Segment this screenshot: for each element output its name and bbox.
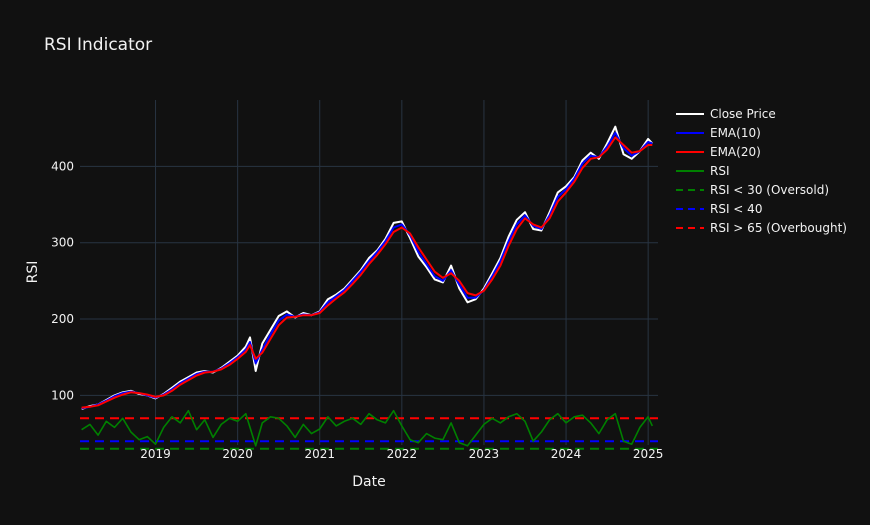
- grid-layer: [80, 100, 658, 445]
- y-axis-title: RSI: [25, 261, 41, 284]
- x-tick-label: 2023: [469, 447, 500, 461]
- legend-item-ema-20[interactable]: EMA(20): [676, 145, 761, 159]
- series-layer: [80, 125, 658, 450]
- x-tick-label: 2019: [140, 447, 171, 461]
- legend-label: RSI: [710, 164, 730, 178]
- legend-item-rsi-65-overbought[interactable]: RSI > 65 (Overbought): [676, 221, 847, 235]
- legend-item-ema-10[interactable]: EMA(10): [676, 126, 761, 140]
- legend-label: Close Price: [710, 107, 776, 121]
- x-tick-label: 2025: [633, 447, 664, 461]
- legend: Close Price EMA(10) EMA(20) RSI RSI < 30 (Ov…: [676, 107, 847, 235]
- legend-item-rsi-40[interactable]: RSI < 40: [676, 202, 762, 216]
- y-tick-label: 200: [51, 312, 74, 326]
- legend-label: RSI > 65 (Overbought): [710, 221, 847, 235]
- x-tick-label: 2024: [551, 447, 582, 461]
- legend-item-rsi[interactable]: RSI: [676, 164, 730, 178]
- y-tick-label: 100: [51, 388, 74, 402]
- x-tick-label: 2022: [387, 447, 418, 461]
- x-axis-title: Date: [352, 474, 385, 490]
- legend-label: RSI < 30 (Oversold): [710, 183, 829, 197]
- series-line-rsi: [81, 409, 654, 447]
- series-line-ema-20: [81, 136, 653, 409]
- x-tick-label: 2021: [304, 447, 335, 461]
- legend-label: EMA(20): [710, 145, 761, 159]
- legend-label: RSI < 40: [710, 202, 762, 216]
- y-tick-label: 300: [51, 236, 74, 250]
- chart-title: RSI Indicator: [44, 35, 152, 55]
- legend-item-rsi-30-oversold[interactable]: RSI < 30 (Oversold): [676, 183, 829, 197]
- tick-layer: 2019 2020 2021 2022 2023 2024 2025 100 200 300 400: [51, 159, 663, 461]
- series-line-close-price: [81, 125, 654, 411]
- x-tick-label: 2020: [222, 447, 253, 461]
- y-tick-label: 400: [51, 159, 74, 173]
- series-line-ema-10: [81, 131, 653, 410]
- legend-item-close-price[interactable]: Close Price: [676, 107, 776, 121]
- legend-label: EMA(10): [710, 126, 761, 140]
